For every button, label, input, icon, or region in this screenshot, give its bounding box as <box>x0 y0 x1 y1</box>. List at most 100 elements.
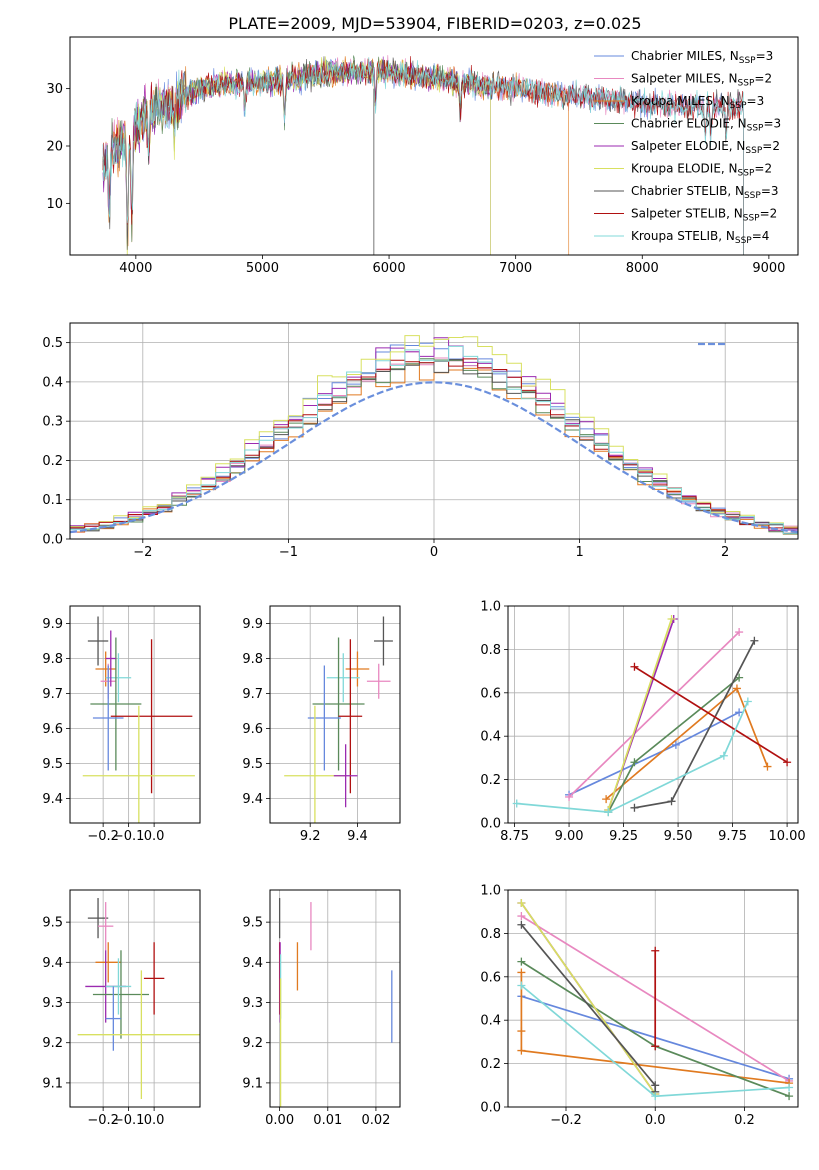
errorbar-salpeter-elodie <box>333 744 358 808</box>
data-point <box>630 803 639 812</box>
chart-residuals: −2 −1 0 1 2 0.0 0.1 0.2 0.3 0.4 0.5 <box>42 322 799 560</box>
data-point <box>651 1042 660 1051</box>
histogram-chabrier-stelib <box>70 359 798 534</box>
chart-age_vs_mass: 9.2 9.4 9.4 9.5 9.6 9.7 9.8 9.9 <box>242 605 401 844</box>
data-point <box>783 758 792 767</box>
errorbar-salpeter-stelib <box>338 639 363 794</box>
errorbar-kroupa-elodie <box>82 705 195 823</box>
x-tick-label: 9.2 <box>300 829 321 844</box>
legend: Chabrier MILES, NSSP=3 Salpeter MILES, NS… <box>594 49 781 246</box>
x-tick-label: −0.2 <box>550 1113 582 1128</box>
y-tick-label: 9.9 <box>42 617 63 632</box>
series-line <box>520 902 656 1095</box>
legend-label: Salpeter ELODIE, NSSP=2 <box>631 139 780 156</box>
series-line <box>520 972 790 1084</box>
y-tick-label: 9.6 <box>242 722 263 737</box>
axes-frame <box>69 889 201 1108</box>
plot-area <box>508 890 798 1107</box>
x-tick-label: 9.25 <box>609 829 638 844</box>
spectrum-line-salpeter-stelib <box>102 56 744 255</box>
spectrum-line-chabrier-elodie <box>102 55 491 255</box>
series-chabrier-stelib <box>630 636 759 812</box>
x-tick-label: −1 <box>279 545 298 560</box>
chart-spectrum: 4000 5000 6000 7000 8000 9000 10 20 30 Chabrier M… <box>46 36 799 276</box>
data-point <box>517 968 526 977</box>
x-tick-label: 6000 <box>373 261 406 276</box>
series-salpeter-stelib <box>630 662 792 767</box>
x-tick-label: 8.75 <box>500 829 529 844</box>
y-tick-label: 0.8 <box>480 643 501 658</box>
x-tick-label: 9.75 <box>718 829 747 844</box>
series-kroupa-stelib <box>517 981 794 1101</box>
legend-label: Salpeter STELIB, NSSP=2 <box>631 207 777 224</box>
data-point <box>651 1092 660 1101</box>
errorbar-chabrier-stelib <box>374 616 393 666</box>
data-point <box>630 662 639 671</box>
data-point <box>517 920 526 929</box>
x-tick-label: 7000 <box>499 261 532 276</box>
x-tick-label: −0.2 <box>87 1113 119 1128</box>
errorbar-chabrier-miles <box>105 986 121 1051</box>
series-line <box>568 711 740 796</box>
data-point <box>517 957 526 966</box>
y-tick-label: 0.0 <box>480 1101 501 1116</box>
y-tick-label: 0.8 <box>480 927 501 942</box>
y-tick-label: 9.9 <box>242 617 263 632</box>
y-tick-label: 1.0 <box>480 884 501 899</box>
y-tick-label: 9.5 <box>42 757 63 772</box>
plot-area <box>70 890 200 1107</box>
spectrum-line-salpeter-elodie <box>102 56 491 255</box>
x-tick-label: 0.0 <box>144 1113 165 1128</box>
x-tick-label: 0.00 <box>265 1113 294 1128</box>
data-point <box>651 946 660 955</box>
data-point <box>517 1027 526 1036</box>
data-point <box>565 792 574 801</box>
x-tick-label: 2 <box>721 545 729 560</box>
errorbar-kroupa-stelib <box>105 958 132 1015</box>
series-line <box>634 666 788 763</box>
x-tick-label: 9000 <box>752 261 785 276</box>
x-tick-label: 0.01 <box>313 1113 342 1128</box>
x-tick-label: 4000 <box>119 261 152 276</box>
y-tick-label: 9.8 <box>242 652 263 667</box>
y-tick-label: 0.5 <box>42 336 63 351</box>
plot-area <box>270 890 400 1107</box>
data-point <box>667 797 676 806</box>
plot-area <box>70 606 200 823</box>
axes-frame <box>507 605 799 824</box>
y-tick-label: 9.3 <box>42 996 63 1011</box>
plot-area <box>102 55 744 255</box>
figure-title: PLATE=2009, MJD=53904, FIBERID=0203, z=0… <box>228 14 641 33</box>
x-tick-label: 0.0 <box>144 829 165 844</box>
series-salpeter-stelib <box>651 946 660 1051</box>
x-tick-label: 9.50 <box>664 829 693 844</box>
y-tick-label: 0.3 <box>42 415 63 430</box>
data-point <box>517 899 526 908</box>
legend-label: Kroupa ELODIE, NSSP=2 <box>631 162 772 179</box>
y-tick-label: 0.6 <box>480 970 501 985</box>
x-tick-label: 0.02 <box>361 1113 390 1128</box>
errorbar-kroupa-miles <box>345 651 370 687</box>
data-point <box>671 740 680 749</box>
x-tick-label: 1 <box>575 545 583 560</box>
y-tick-label: 9.4 <box>42 956 63 971</box>
errorbar-kroupa-stelib <box>326 653 360 703</box>
data-point <box>750 636 759 645</box>
series-kroupa-stelib <box>512 697 752 817</box>
series-chabrier-miles <box>565 708 744 799</box>
y-tick-label: 0.2 <box>42 454 63 469</box>
y-tick-label: 1.0 <box>480 600 501 615</box>
errorbar-kroupa-elodie <box>77 970 200 1099</box>
y-tick-label: 9.4 <box>42 792 63 807</box>
errorbar-chabrier-miles <box>92 665 124 771</box>
data-point <box>667 615 676 624</box>
normal-curve <box>70 381 798 534</box>
axes-frame <box>69 36 799 256</box>
data-point <box>517 912 526 921</box>
x-tick-label: 0.2 <box>734 1113 755 1128</box>
data-point <box>735 708 744 717</box>
plot-area <box>270 606 400 823</box>
chart-weight_vs_age: 8.75 9.00 9.25 9.50 9.75 10.00 0.0 0.2 0.4 0.6 0.8… <box>480 600 805 845</box>
data-point <box>630 758 639 767</box>
spectrum-line-kroupa-stelib <box>102 57 744 255</box>
